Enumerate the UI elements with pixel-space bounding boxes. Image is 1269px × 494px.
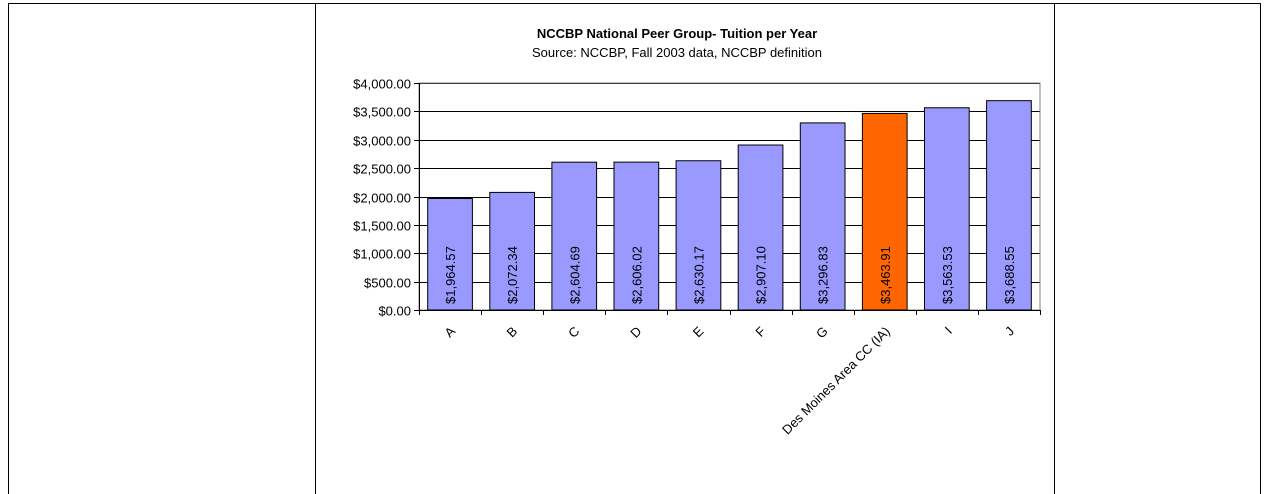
bar [986, 100, 1032, 311]
chart-subtitle: Source: NCCBP, Fall 2003 data, NCCBP def… [532, 45, 822, 60]
y-tick-label: $1,000.00 [353, 247, 411, 262]
bars: $1,964.57 $2,072.34 $2,604.69 $2,606.02 $2,6… [427, 100, 1032, 311]
table-border-top [8, 3, 1261, 4]
bar [675, 160, 722, 311]
bar [427, 198, 473, 311]
y-tick-label: $4,000.00 [353, 77, 411, 92]
chart-title: NCCBP National Peer Group- Tuition per Y… [537, 26, 817, 41]
y-tick-label: $3,500.00 [353, 105, 411, 120]
bar [737, 144, 784, 311]
y-tick-label: $2,500.00 [353, 162, 411, 177]
y-tick-label: $1,500.00 [353, 219, 411, 234]
x-tick-label: E [690, 323, 707, 340]
bar [923, 107, 970, 311]
data-label: $2,907.10 [754, 246, 769, 304]
cell-divider-right [1054, 3, 1055, 494]
x-tick-label: I [942, 324, 955, 337]
x-tick-label: F [752, 323, 768, 339]
data-label: $1,964.57 [443, 246, 458, 304]
data-label: $2,630.17 [691, 246, 706, 304]
y-tick-label: $3,000.00 [353, 134, 411, 149]
data-label: $2,606.02 [629, 246, 644, 304]
y-tick-labels: $0.00 $500.00 $1,000.00 $1,500.00 $2,000.00 $… [353, 77, 411, 319]
data-label: $3,688.55 [1002, 246, 1017, 304]
cell-divider-left [315, 3, 316, 494]
data-label: $2,604.69 [567, 246, 582, 304]
data-label: $3,463.91 [878, 246, 893, 304]
bar [799, 122, 846, 311]
bar [613, 161, 660, 311]
data-label: $2,072.34 [505, 246, 520, 304]
x-tick-label: Des Moines Area CC (IA) [779, 324, 893, 438]
y-tick-label: $500.00 [364, 276, 411, 291]
y-tick-label: $2,000.00 [353, 191, 411, 206]
table-border-right [1260, 3, 1261, 494]
bar [861, 112, 908, 311]
bar [489, 191, 536, 311]
x-tick-label: J [1002, 324, 1017, 339]
x-tick-label: A [441, 323, 458, 340]
data-label: $3,563.53 [940, 246, 955, 304]
bar [551, 161, 598, 311]
x-tick-label: C [565, 324, 582, 341]
y-tick-label: $0.00 [378, 304, 411, 319]
table-border-left [8, 3, 9, 494]
x-tick-label: D [627, 324, 644, 341]
data-label: $3,296.83 [816, 246, 831, 304]
x-tick-label: G [813, 324, 831, 342]
x-tick-label: B [504, 324, 521, 341]
